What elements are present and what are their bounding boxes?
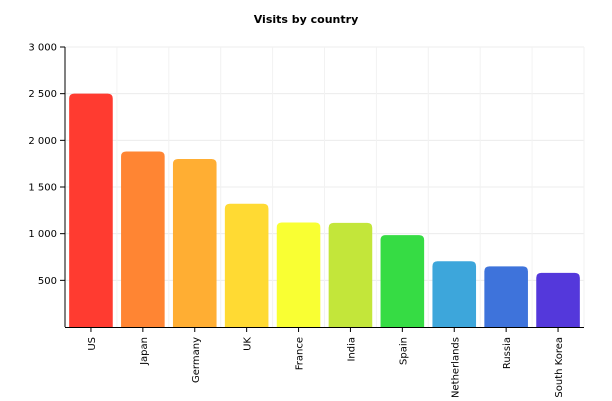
- axes: [60, 46, 584, 332]
- grid-lines: [65, 46, 585, 327]
- y-axis-tick-labels: 500 1 000 1 500 2 000 2 500 3 000: [28, 43, 57, 287]
- bar-japan: [121, 151, 165, 327]
- bar-russia: [484, 266, 528, 327]
- bar-uk: [224, 203, 269, 327]
- x-tick-label: Spain: [398, 337, 409, 365]
- bars: [69, 93, 580, 328]
- bar-us: [69, 93, 113, 328]
- x-tick-label: US: [87, 337, 98, 351]
- x-tick-label: France: [295, 337, 306, 370]
- bar-south-korea: [536, 272, 580, 327]
- bar-india: [328, 222, 373, 327]
- x-tick-label: Netherlands: [450, 337, 461, 398]
- bar-spain: [380, 235, 425, 327]
- x-tick-label: Russia: [502, 337, 513, 369]
- y-tick-label: 1 000: [28, 229, 57, 240]
- x-axis-tick-labels: US Japan Germany UK France India Spain Netherla…: [87, 337, 565, 398]
- bar-germany: [172, 159, 217, 327]
- bar-france: [276, 222, 321, 327]
- x-tick-label: UK: [243, 337, 254, 351]
- x-tick-label: Japan: [139, 337, 150, 366]
- y-tick-label: 1 500: [28, 183, 57, 194]
- bar-netherlands: [432, 261, 477, 327]
- y-tick-label: 2 000: [28, 136, 57, 147]
- x-tick-label: Germany: [191, 337, 202, 383]
- y-tick-label: 500: [38, 276, 57, 287]
- x-tick-label: South Korea: [554, 337, 565, 398]
- chart-title: Visits by country: [253, 13, 359, 26]
- y-tick-label: 3 000: [28, 43, 57, 54]
- x-tick-label: India: [346, 337, 357, 362]
- y-tick-label: 2 500: [28, 89, 57, 100]
